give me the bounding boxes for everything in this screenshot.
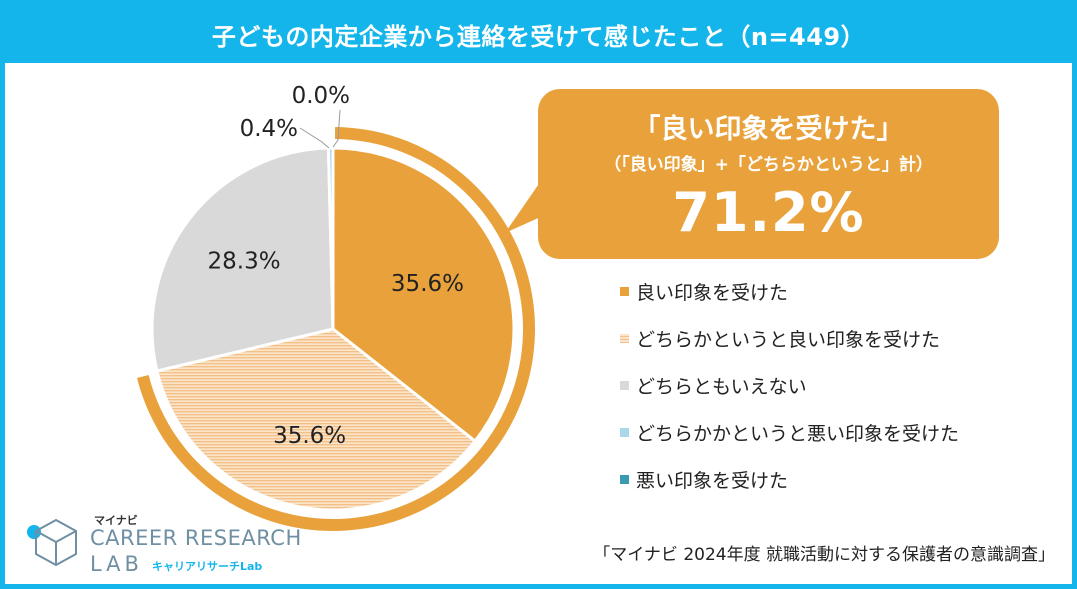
source-note: 「マイナビ 2024年度 就職活動に対する保護者の意識調査」 [593, 545, 1055, 565]
pie-label-2: 28.3% [208, 249, 281, 275]
legend: 良い印象を受けた どちらかというと良い印象を受けた どちらともいえない どちらか… [620, 268, 959, 503]
pie-label-1: 35.6% [273, 423, 346, 449]
legend-label: どちらともいえない [636, 376, 807, 398]
cube-logo-icon [27, 518, 77, 567]
pie-label-0: 35.6% [391, 271, 464, 297]
legend-item: 良い印象を受けた [620, 268, 959, 315]
pie-label-4: 0.0% [292, 83, 350, 109]
logo-subtitle: キャリアリサーチLab [152, 560, 263, 573]
pie-slice-2 [150, 146, 335, 373]
callout-subtitle: （「良い印象」+「どちらかというと」計） [604, 155, 933, 175]
pie-slice-1 [155, 327, 478, 512]
pie-slice-0 [331, 146, 516, 444]
legend-item: どちらかというと良い印象を受けた [620, 315, 959, 362]
legend-label: どちらかかというと悪い印象を受けた [636, 423, 960, 445]
legend-swatch [620, 428, 629, 437]
pie-label-3: 0.4% [240, 116, 298, 142]
leader-line-0 [299, 127, 330, 149]
legend-label: 悪い印象を受けた [636, 470, 789, 492]
highlight-callout: 「良い印象を受けた」 （「良い印象」+「どちらかというと」計） 71.2% [538, 89, 999, 259]
career-research-lab-logo: マイナビ CAREER RESEARCH LAB キャリアリサーチLab [22, 510, 312, 580]
legend-swatch [620, 287, 629, 296]
logo-line2: LAB [90, 552, 143, 576]
pie-slices [150, 146, 516, 512]
chart-title: 子どもの内定企業から連絡を受けて感じたこと（n=449） [5, 5, 1072, 63]
logo-brand: マイナビ [94, 514, 138, 527]
legend-swatch [620, 334, 629, 343]
legend-item: 悪い印象を受けた [620, 456, 959, 503]
legend-label: 良い印象を受けた [636, 282, 789, 304]
legend-item: どちらともいえない [620, 362, 959, 409]
logo-line1: CAREER RESEARCH [90, 526, 302, 550]
legend-item: どちらかかというと悪い印象を受けた [620, 409, 959, 456]
callout-value: 71.2% [672, 181, 865, 244]
callout-title: 「良い印象を受けた」 [633, 114, 904, 145]
leader-line-1 [332, 109, 341, 148]
legend-swatch [620, 475, 629, 484]
legend-label: どちらかというと良い印象を受けた [636, 329, 941, 351]
callout-pointer [505, 175, 545, 239]
pie-labels: 35.6% 35.6% 28.3% 0.4% 0.0% [208, 83, 464, 449]
legend-swatch [620, 381, 629, 390]
